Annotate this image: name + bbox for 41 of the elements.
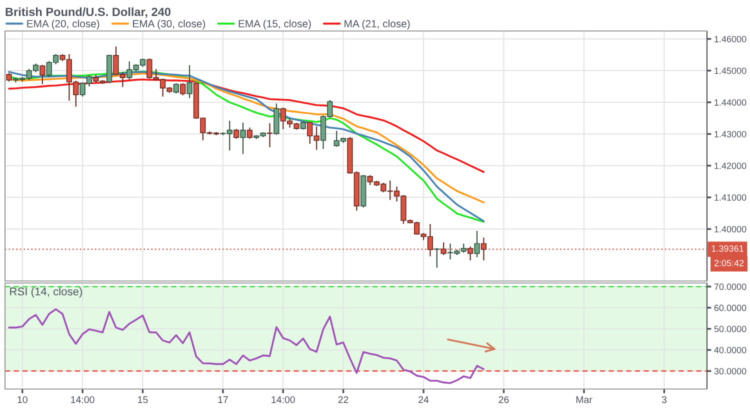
x-tick-label: 22 — [338, 396, 348, 403]
candlestick — [474, 230, 480, 258]
text: 2:05:42 — [714, 260, 744, 266]
x-tick-label: 14:00 — [272, 396, 295, 404]
ref-line-label: 1.39361 — [712, 245, 744, 252]
chart-title: RSI (14, close) — [10, 287, 82, 298]
x-tick-label: 14:00 — [71, 396, 94, 404]
x-tick-label: Mar — [576, 396, 592, 404]
y-tick-label: 50.0000 — [714, 326, 746, 332]
x-tick-label: 15 — [138, 396, 148, 404]
x-tick-label: 26 — [498, 396, 509, 404]
y-tick-label: 40.0000 — [714, 346, 746, 354]
candlestick — [234, 128, 240, 140]
candlestick — [246, 127, 253, 140]
x-tick-label: 10 — [18, 396, 28, 404]
legend-label: EMA (20, close) — [27, 20, 100, 30]
candlestick — [434, 247, 440, 268]
y-tick-label: 1.45000 — [714, 68, 746, 74]
line-series — [8, 308, 485, 384]
candlestick — [186, 64, 192, 99]
y-tick-label: 1.46000 — [714, 36, 746, 42]
candlestick — [40, 64, 46, 85]
y-tick-label: 60.0000 — [714, 304, 746, 312]
y-tick-label: 70.0000 — [714, 284, 746, 290]
y-tick-label: 1.44000 — [714, 99, 746, 106]
candlestick — [240, 122, 246, 154]
chart-title: British Pound/U.S. Dollar, 240 — [6, 7, 170, 18]
x-tick-label: 3 — [662, 396, 666, 404]
y-tick-label: 1.40000 — [714, 226, 746, 232]
x-tick-label: 17 — [218, 396, 228, 403]
legend-label: MA (21, close) — [344, 20, 410, 30]
y-tick-label: 1.41000 — [714, 194, 746, 201]
x-tick-label: 24 — [418, 396, 429, 403]
y-tick-label: 1.42000 — [714, 162, 746, 170]
candlestick — [180, 82, 186, 96]
candlestick — [266, 122, 273, 148]
legend-label: EMA (15, close) — [238, 20, 311, 30]
legend-label: EMA (30, close) — [133, 20, 206, 30]
y-tick-label: 1.43000 — [714, 130, 746, 138]
candlestick — [173, 82, 179, 94]
y-tick-label: 30.0000 — [714, 368, 746, 374]
